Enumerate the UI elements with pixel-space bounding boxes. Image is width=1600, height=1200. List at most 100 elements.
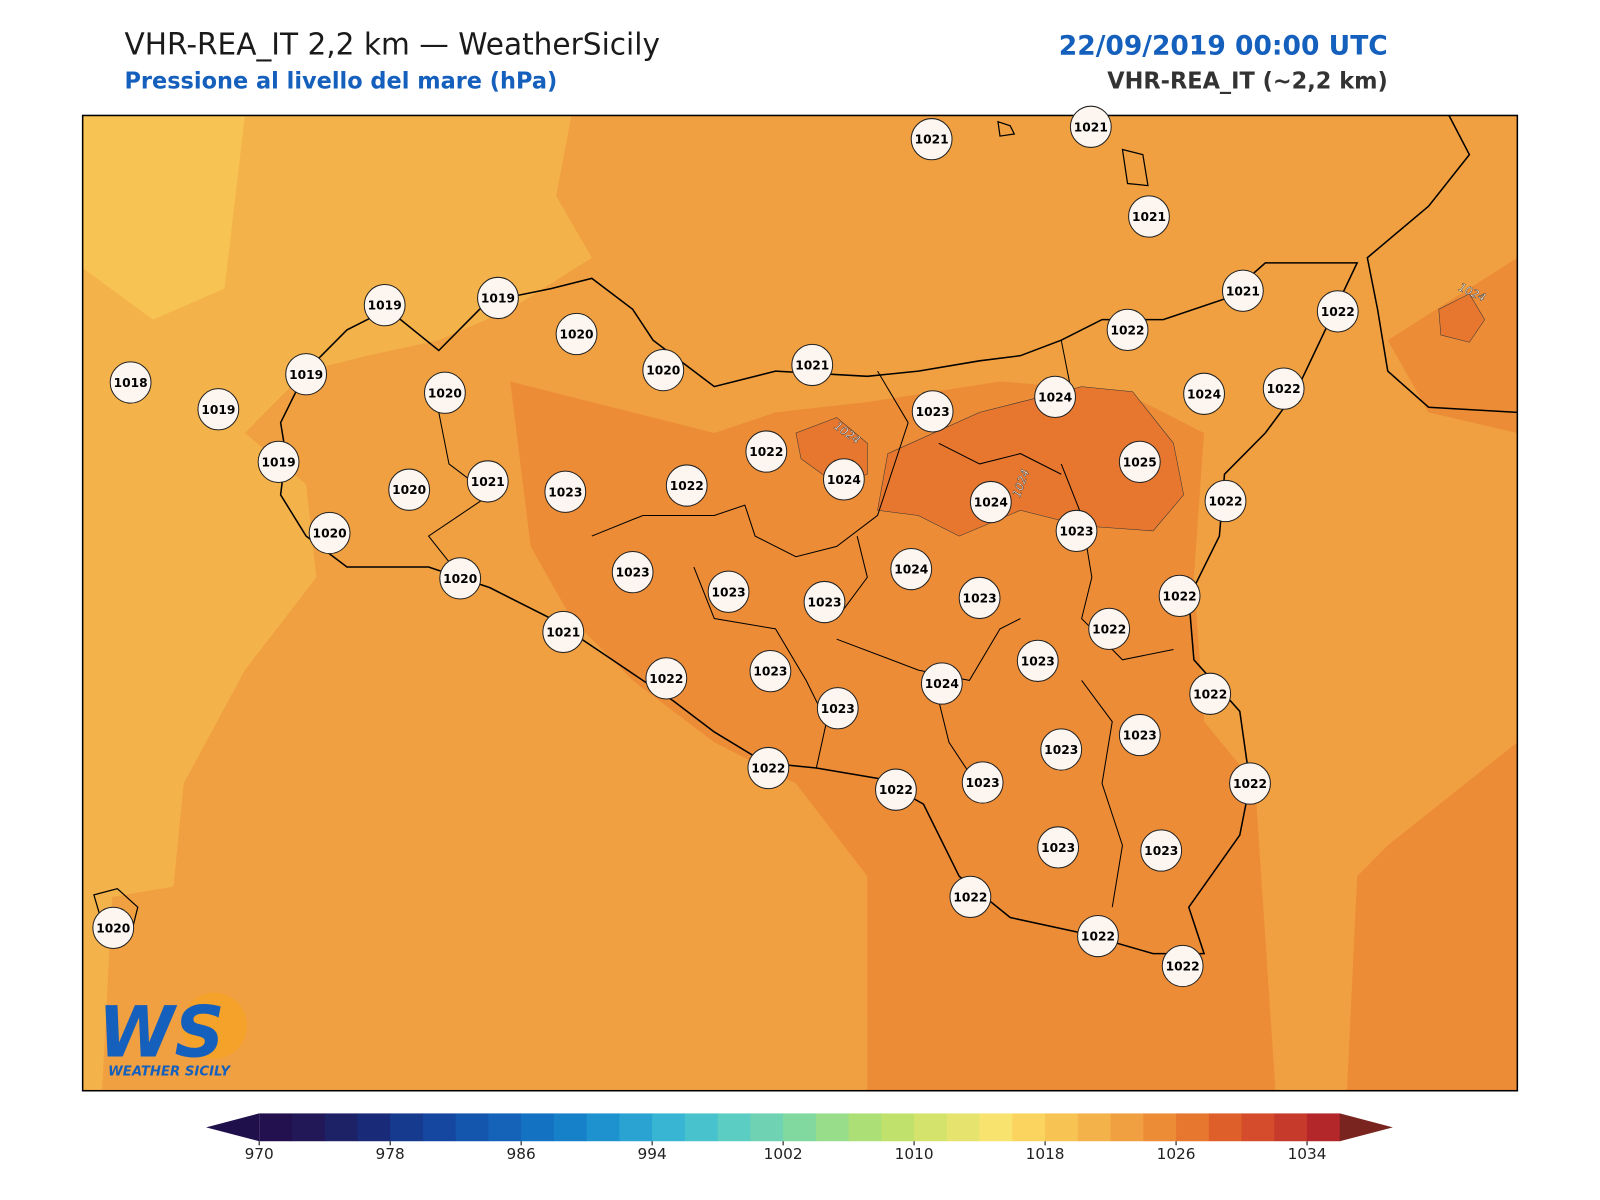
station-marker xyxy=(822,458,865,501)
station-value: 1022 xyxy=(879,783,913,797)
colorbar-tick-label: 970 xyxy=(245,1145,274,1163)
colorbar-bin xyxy=(1110,1113,1144,1142)
station-value: 1023 xyxy=(807,596,841,610)
station-value: 1021 xyxy=(915,133,949,147)
station-marker xyxy=(969,480,1012,524)
colorbar-bin xyxy=(1077,1113,1112,1142)
station-value: 1023 xyxy=(1021,654,1055,668)
station-value: 1021 xyxy=(1132,210,1166,224)
station-marker xyxy=(920,662,963,705)
station-marker xyxy=(1189,672,1232,715)
station-marker xyxy=(423,371,466,414)
station-marker xyxy=(1077,914,1119,958)
station-value: 1020 xyxy=(392,483,426,497)
colorbar-tick-label: 1026 xyxy=(1157,1145,1196,1163)
logo-mark: WS xyxy=(98,992,225,1073)
station-marker xyxy=(285,353,328,396)
station-marker xyxy=(257,440,300,483)
colorbar: 970 978 986 994 1002 1010 1018 1026 1034 xyxy=(206,1113,1393,1163)
station-value: 1019 xyxy=(368,299,402,313)
station-marker xyxy=(92,906,135,949)
colorbar-bin xyxy=(1012,1113,1046,1142)
station-value: 1022 xyxy=(1208,495,1242,509)
colorbar-bin xyxy=(1307,1113,1341,1142)
colorbar-bin xyxy=(881,1113,915,1142)
map xyxy=(81,114,1519,1092)
station-marker xyxy=(1088,607,1131,650)
station-value: 1023 xyxy=(616,566,650,580)
station-marker xyxy=(645,657,688,700)
colorbar-bin xyxy=(914,1113,948,1142)
field-1026 xyxy=(795,293,1485,537)
station-marker xyxy=(439,557,482,600)
station-marker xyxy=(1106,308,1149,352)
station-marker xyxy=(477,276,519,320)
logo-name: WEATHER SICILY xyxy=(108,1064,231,1079)
logo-sun xyxy=(181,992,247,1059)
colorbar-under xyxy=(206,1113,260,1142)
station-value: 1021 xyxy=(471,475,505,489)
colorbar-bin xyxy=(357,1113,391,1142)
station-marker xyxy=(388,468,431,511)
colorbar-bin xyxy=(1241,1113,1275,1142)
station-value: 1023 xyxy=(1060,524,1094,538)
station-value: 1022 xyxy=(1092,622,1126,636)
station-marker xyxy=(1016,639,1059,682)
station-marker xyxy=(1229,762,1271,805)
station-marker xyxy=(949,875,992,919)
station-marker xyxy=(1040,728,1083,771)
station-marker xyxy=(555,312,598,356)
map-frame xyxy=(81,114,1519,1092)
colorbar-bin xyxy=(1143,1113,1177,1142)
datetime: 22/09/2019 00:00 UTC xyxy=(1059,31,1388,62)
station-value: 1020 xyxy=(646,364,680,378)
colorbar-bin xyxy=(750,1113,784,1142)
station-value: 1020 xyxy=(560,328,594,342)
colorbar-bin xyxy=(521,1113,555,1142)
model: VHR-REA_IT (~2,2 km) xyxy=(1107,69,1387,95)
station-value: 1019 xyxy=(201,403,235,417)
station-marker xyxy=(910,118,953,161)
station-marker xyxy=(1161,944,1204,988)
station-marker xyxy=(707,570,750,613)
station-marker xyxy=(611,551,654,594)
station-marker xyxy=(109,361,152,404)
station-marker xyxy=(1055,509,1098,553)
colorbar-bin xyxy=(291,1113,326,1142)
station-value: 1020 xyxy=(313,526,347,540)
station-marker xyxy=(1221,269,1264,312)
station-value: 1021 xyxy=(795,358,829,372)
station-value: 1024 xyxy=(974,496,1008,510)
station-marker xyxy=(466,460,509,503)
colorbar-bin xyxy=(455,1113,489,1142)
station-value: 1021 xyxy=(546,625,580,639)
station-value: 1024 xyxy=(894,563,928,577)
colorbar-tick-label: 978 xyxy=(376,1145,405,1163)
station-marker xyxy=(958,576,1001,620)
station-value: 1023 xyxy=(548,485,582,499)
station-marker xyxy=(803,580,846,624)
station-value: 1020 xyxy=(428,386,462,400)
station-value: 1020 xyxy=(443,572,477,586)
station-value: 1022 xyxy=(670,479,704,493)
colorbar-bin xyxy=(1208,1113,1243,1142)
station-marker xyxy=(1262,367,1305,410)
station-value: 1019 xyxy=(481,291,515,305)
station-marker xyxy=(1316,290,1359,333)
station-value: 1023 xyxy=(753,665,787,679)
station-marker xyxy=(747,746,790,790)
station-value: 1023 xyxy=(1144,844,1178,858)
station-marker xyxy=(197,388,240,431)
colorbar-bin xyxy=(815,1113,850,1142)
colorbar-bin xyxy=(422,1113,457,1142)
colorbar-bin xyxy=(586,1113,620,1142)
station-value: 1021 xyxy=(1074,120,1108,134)
station-value: 1022 xyxy=(1111,323,1145,337)
colorbar-tick-label: 1034 xyxy=(1288,1145,1327,1163)
station-value: 1023 xyxy=(1044,743,1078,757)
colorbar-bin xyxy=(1274,1113,1308,1142)
station-value: 1022 xyxy=(1163,589,1197,603)
colorbar-bin xyxy=(390,1113,424,1142)
station-value: 1024 xyxy=(1038,390,1072,404)
station-value: 1023 xyxy=(712,585,746,599)
